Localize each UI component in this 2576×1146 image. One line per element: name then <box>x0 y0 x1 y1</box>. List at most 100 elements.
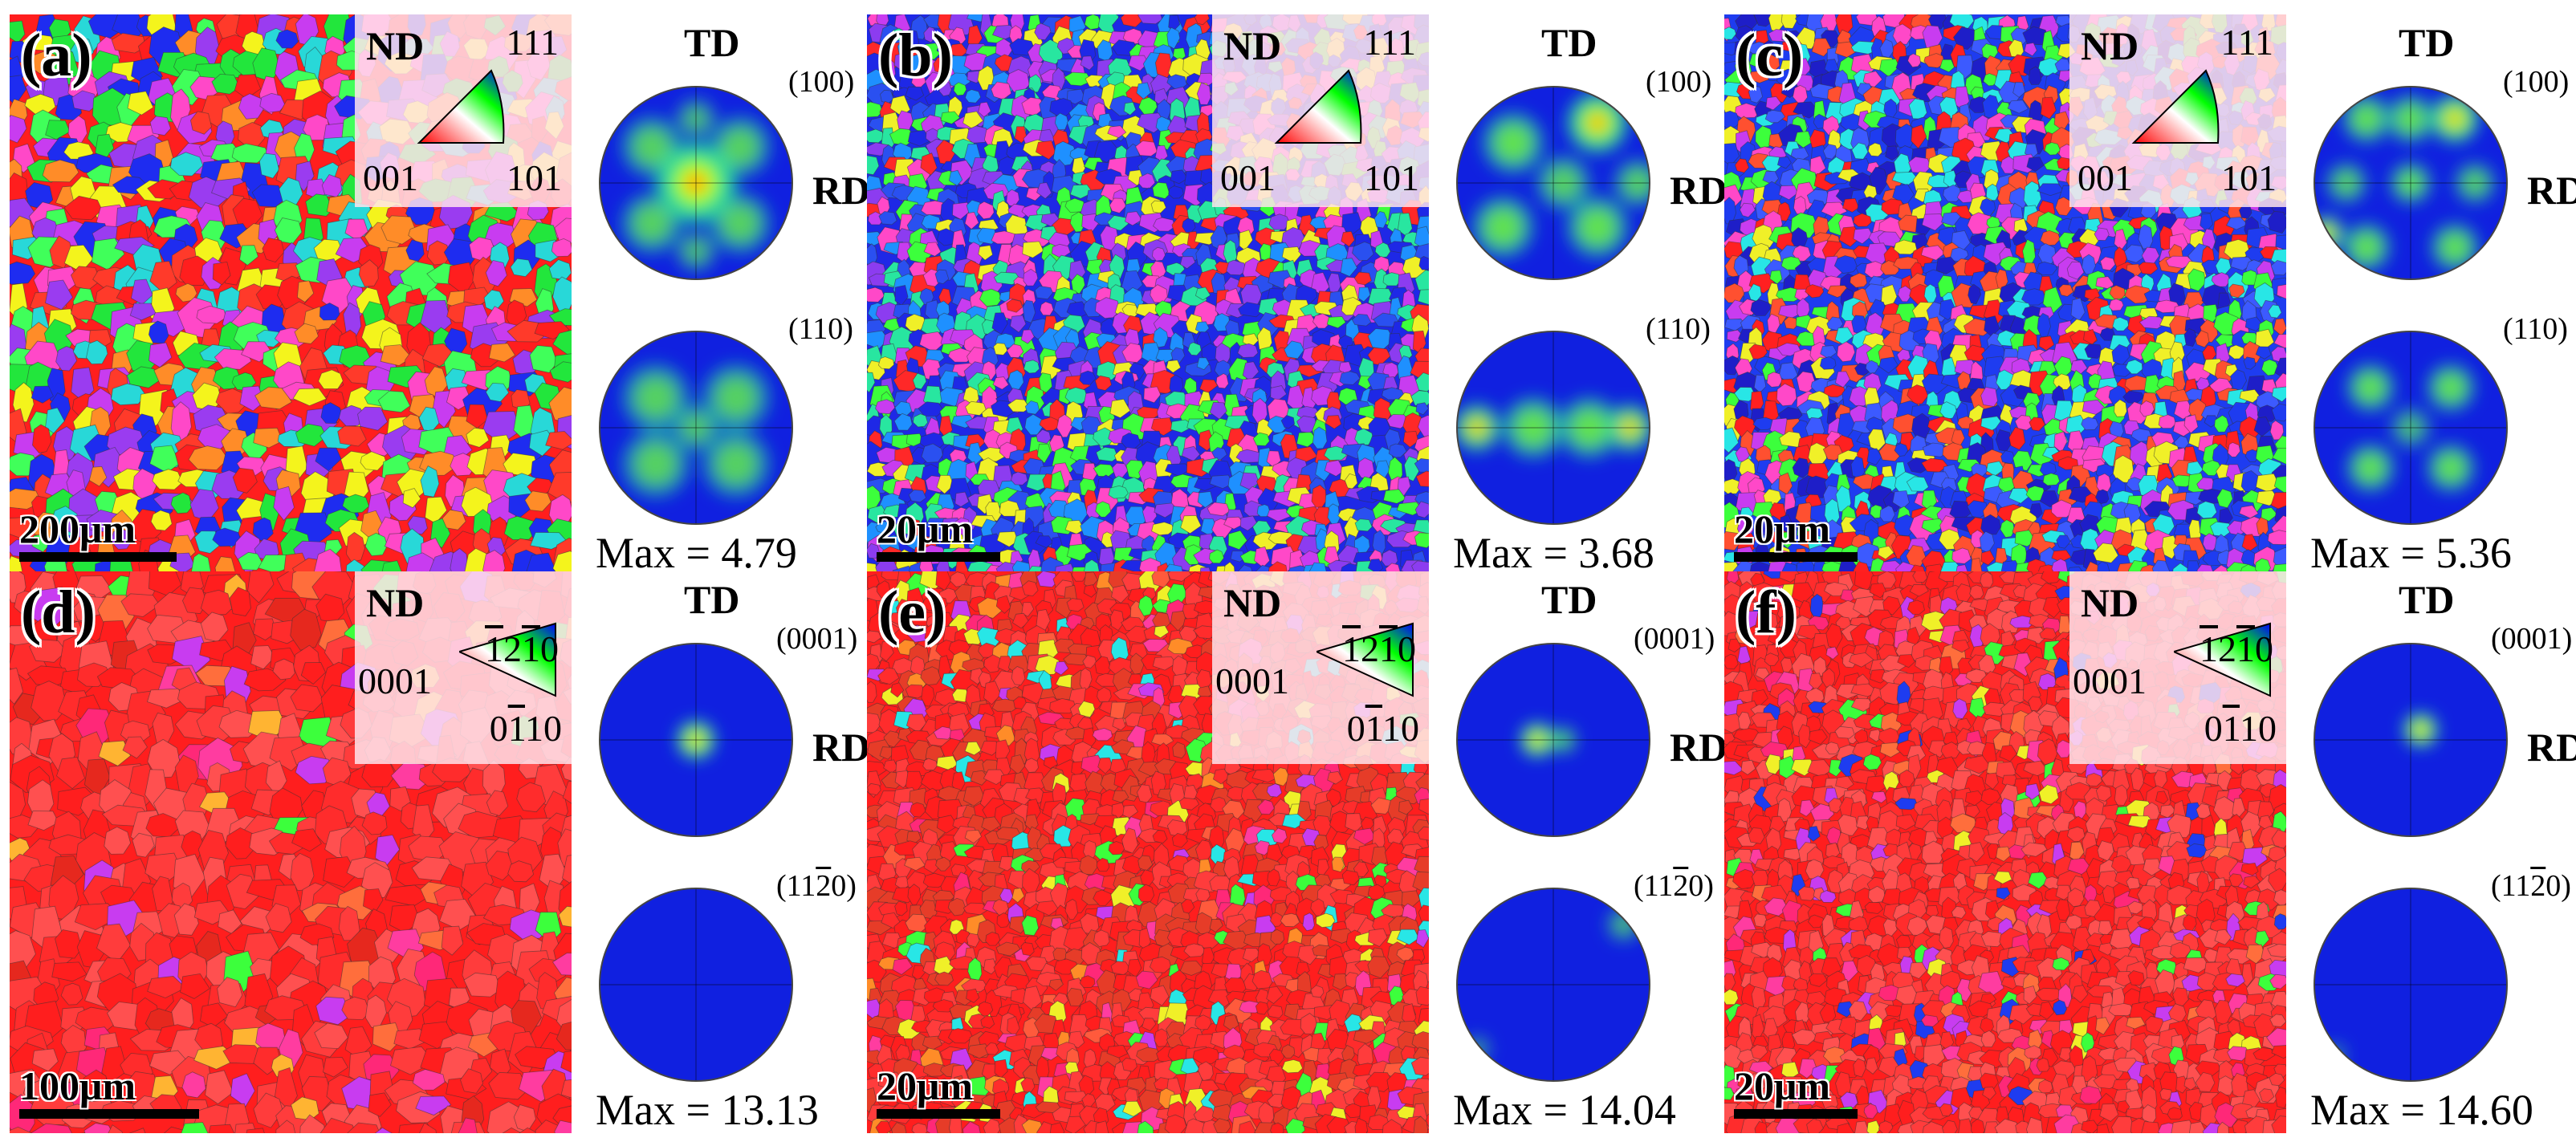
pole-figure-1-index: (0001) <box>776 622 858 656</box>
ipf-right-index: 0110 <box>2204 708 2277 749</box>
panel-label: (e) <box>878 579 946 646</box>
max-intensity: Max = 13.13 <box>596 1086 819 1134</box>
pole-figure-2-index: (1120) <box>776 869 857 903</box>
scale-bar-label: 20μm <box>877 1063 973 1108</box>
td-label: TD <box>1541 577 1597 622</box>
ipf-color-key: ND 1210 0001 0110 <box>2069 571 2286 764</box>
pole-figure-2-index: (1120) <box>1634 869 1714 903</box>
pole-figure-2-index: (110) <box>2503 312 2568 346</box>
ipf-top-index: 1210 <box>485 628 559 669</box>
nd-label: ND <box>366 580 425 625</box>
td-label: TD <box>2399 20 2455 65</box>
scale-bar-label: 20μm <box>1734 506 1830 551</box>
max-intensity: Max = 14.04 <box>1453 1086 1676 1134</box>
panel-e: (e) ND 1210 0001 0110 20μm TD RD (0001) (1120) Max… <box>867 571 1728 1134</box>
td-label: TD <box>684 577 740 622</box>
pole-figure-1-index: (100) <box>2503 65 2570 99</box>
ipf-left-index: 0001 <box>2073 660 2147 701</box>
pole-figure-1 <box>2314 86 2508 280</box>
scale-bar-line <box>19 1109 199 1119</box>
panel-f: (f) ND 1210 0001 0110 20μm TD RD (0001) (1120) Max… <box>1724 571 2576 1134</box>
ebsd-orientation-map: (e) ND 1210 0001 0110 20μm <box>867 571 1429 1133</box>
nd-label: ND <box>1223 580 1282 625</box>
pole-figure-2 <box>599 888 793 1082</box>
scale-bar-line <box>877 552 1000 562</box>
ebsd-orientation-map: (a) ND 111 001 101 200μm <box>10 14 572 576</box>
pole-figure-2 <box>2314 331 2508 525</box>
ebsd-orientation-map: (b) ND 111 001 101 20μm <box>867 14 1429 576</box>
td-label: TD <box>684 20 740 65</box>
rd-label: RD <box>1670 725 1728 770</box>
scale-bar-line <box>1734 1109 1858 1119</box>
panel-b: (b) ND 111 001 101 20μm TD RD (100) (110) Max = 3.… <box>867 14 1728 577</box>
rd-label: RD <box>2527 168 2576 213</box>
ipf-right-index: 101 <box>1364 157 1419 198</box>
pole-figures: TD RD (0001) (1120) Max = 14.60 <box>2310 571 2576 1134</box>
pole-figure-1-index: (0001) <box>2491 622 2573 656</box>
scale-bar-label: 100μm <box>19 1063 136 1108</box>
ipf-right-index: 101 <box>2221 157 2277 198</box>
panel-label: (f) <box>1736 579 1797 646</box>
ebsd-orientation-map: (d) ND 1210 0001 0110 100μm <box>10 571 572 1133</box>
scale-bar-label: 200μm <box>19 506 136 551</box>
pole-figure-1 <box>599 643 793 837</box>
pole-figure-2-index: (1120) <box>2491 869 2571 903</box>
ipf-color-key: ND 111 001 101 <box>2069 14 2286 207</box>
ipf-left-index: 001 <box>2077 157 2133 198</box>
rd-label: RD <box>812 168 871 213</box>
ipf-triangle <box>459 622 556 697</box>
ipf-right-index: 0110 <box>489 708 562 749</box>
panel-c: (c) ND 111 001 101 20μm TD RD (100) (110) Max = 5.… <box>1724 14 2576 577</box>
ipf-triangle <box>417 69 505 144</box>
ipf-left-index: 0001 <box>1215 660 1289 701</box>
pole-figure-1 <box>1456 643 1650 837</box>
scale-bar: 200μm <box>19 509 177 562</box>
rd-label: RD <box>812 725 871 770</box>
pole-figures: TD RD (0001) (1120) Max = 13.13 <box>596 571 870 1134</box>
pole-figure-2-index: (110) <box>1646 312 1711 346</box>
ipf-top-index: 1210 <box>1342 628 1416 669</box>
rd-label: RD <box>2527 725 2576 770</box>
panel-label: (b) <box>878 22 953 89</box>
pole-figures: TD RD (100) (110) Max = 5.36 <box>2310 14 2576 577</box>
max-intensity: Max = 4.79 <box>596 529 797 577</box>
panel-a: (a) ND 111 001 101 200μm TD RD (100) (110) Max = 4… <box>10 14 870 577</box>
rd-label: RD <box>1670 168 1728 213</box>
scale-bar-line <box>1734 552 1858 562</box>
panel-d: (d) ND 1210 0001 0110 100μm TD RD (0001) (1120) Ma… <box>10 571 870 1134</box>
pole-figure-1-index: (0001) <box>1634 622 1715 656</box>
scale-bar: 20μm <box>877 1066 1000 1119</box>
panel-label: (d) <box>21 579 96 646</box>
scale-bar: 20μm <box>1734 509 1858 562</box>
ebsd-orientation-map: (c) ND 111 001 101 20μm <box>1724 14 2286 576</box>
pole-figure-2 <box>2314 888 2508 1082</box>
td-label: TD <box>1541 20 1597 65</box>
nd-label: ND <box>366 23 425 68</box>
panel-label: (c) <box>1736 22 1804 89</box>
ipf-top-index: 111 <box>1363 22 1416 63</box>
ipf-triangle <box>2174 622 2271 697</box>
nd-label: ND <box>1223 23 1282 68</box>
ipf-right-index: 101 <box>507 157 562 198</box>
scale-bar-label: 20μm <box>877 506 973 551</box>
ipf-top-index: 1210 <box>2200 628 2273 669</box>
panel-label: (a) <box>21 22 92 89</box>
pole-figures: TD RD (100) (110) Max = 3.68 <box>1453 14 1728 577</box>
pole-figure-1 <box>599 86 793 280</box>
pole-figure-2 <box>599 331 793 525</box>
pole-figure-1 <box>2314 643 2508 837</box>
ebsd-orientation-map: (f) ND 1210 0001 0110 20μm <box>1724 571 2286 1133</box>
max-intensity: Max = 3.68 <box>1453 529 1654 577</box>
pole-figures: TD RD (100) (110) Max = 4.79 <box>596 14 870 577</box>
scale-bar: 100μm <box>19 1066 199 1119</box>
ipf-top-index: 111 <box>2220 22 2273 63</box>
scale-bar-line <box>877 1109 1000 1119</box>
pole-figure-1 <box>1456 86 1650 280</box>
ipf-triangle <box>1316 622 1414 697</box>
ipf-color-key: ND 1210 0001 0110 <box>355 571 572 764</box>
scale-bar: 20μm <box>1734 1066 1858 1119</box>
max-intensity: Max = 14.60 <box>2310 1086 2533 1134</box>
pole-figures: TD RD (0001) (1120) Max = 14.04 <box>1453 571 1728 1134</box>
td-label: TD <box>2399 577 2455 622</box>
ipf-left-index: 0001 <box>358 660 432 701</box>
